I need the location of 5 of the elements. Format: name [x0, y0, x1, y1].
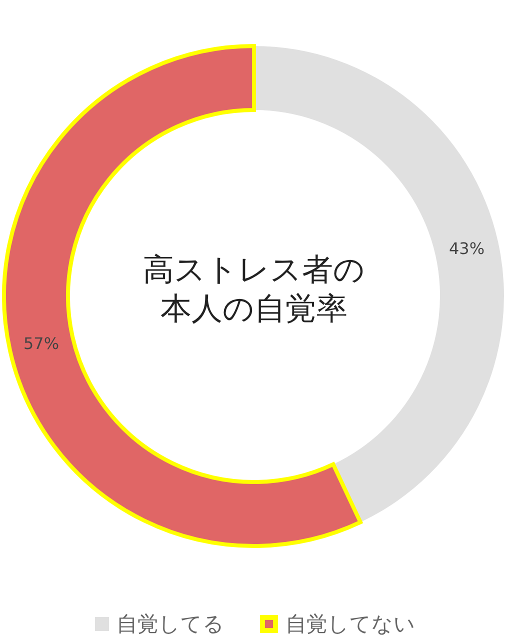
- data-label: 57%: [23, 334, 60, 354]
- legend-label: 自覚してない: [286, 611, 416, 637]
- data-label: 43%: [448, 238, 485, 258]
- legend-label: 自覚してる: [116, 611, 224, 637]
- text: 高ストレス者の本人の自覚率: [142, 251, 366, 329]
